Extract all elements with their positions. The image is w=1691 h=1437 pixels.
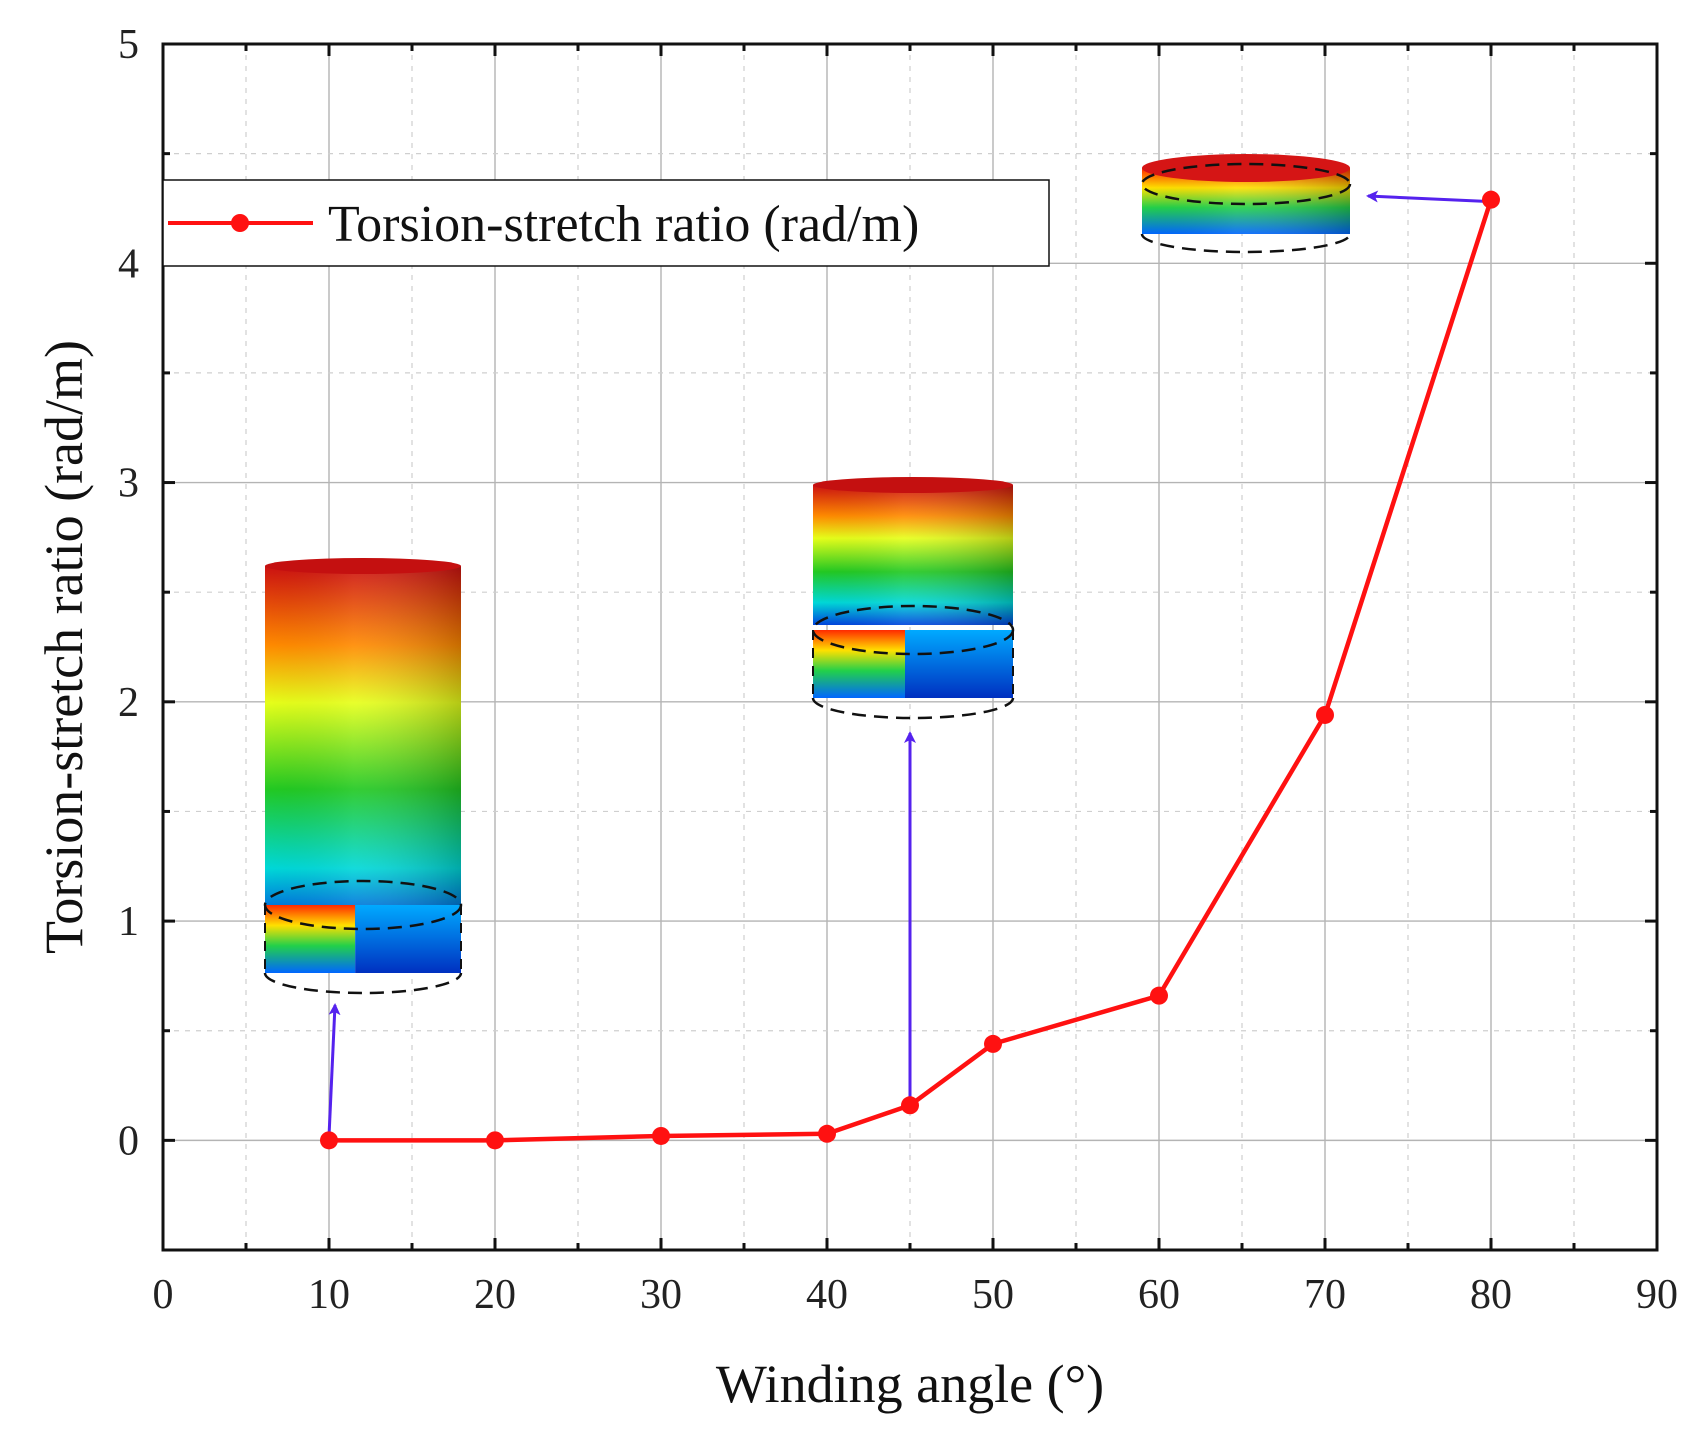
- y-axis-title: Torsion-stretch ratio (rad/m): [34, 340, 94, 954]
- x-tick-label: 0: [153, 1272, 174, 1318]
- legend-label: Torsion-stretch ratio (rad/m): [328, 196, 919, 253]
- cylinder-top: [1142, 154, 1350, 182]
- deformation-insets: [263, 154, 1352, 995]
- data-point: [1482, 190, 1500, 209]
- cylinder-shading: [813, 485, 1013, 625]
- x-tick-label: 50: [972, 1272, 1014, 1318]
- arrow-to-10: [327, 1003, 341, 1137]
- legend-marker: [231, 214, 249, 232]
- tick-labels: 0 10 20 30 40 50 60 70 80 90 0 1 2 3 4 5: [118, 22, 1678, 1318]
- y-tick-label: 3: [118, 461, 139, 507]
- y-tick-label: 4: [118, 241, 139, 287]
- x-tick-label: 90: [1636, 1272, 1678, 1318]
- x-tick-label: 80: [1470, 1272, 1512, 1318]
- annotation-arrows: [327, 190, 1492, 1137]
- cylinder-top: [265, 558, 461, 574]
- y-tick-label: 2: [118, 680, 139, 726]
- x-tick-label: 40: [806, 1272, 848, 1318]
- series-layer: [320, 190, 1500, 1150]
- data-point: [652, 1126, 670, 1145]
- cylinder-bottom-right: [355, 905, 461, 973]
- x-tick-label: 10: [308, 1272, 350, 1318]
- x-tick-label: 30: [640, 1272, 682, 1318]
- cylinder-shading: [265, 566, 461, 926]
- data-point: [1316, 705, 1334, 724]
- data-point: [320, 1131, 338, 1150]
- legend: Torsion-stretch ratio (rad/m): [162, 179, 1050, 267]
- x-tick-label: 20: [474, 1272, 516, 1318]
- cylinder-bottom-left: [813, 630, 905, 698]
- cylinder-top: [813, 477, 1013, 493]
- ticks: [161, 42, 1659, 1252]
- inset-medium-cylinder: [811, 477, 1015, 720]
- data-point: [818, 1124, 836, 1143]
- cylinder-bottom-left: [265, 905, 356, 973]
- data-point: [984, 1034, 1002, 1053]
- cylinder-base-edge: [1140, 233, 1352, 254]
- y-tick-label: 5: [118, 22, 139, 68]
- x-tick-label: 60: [1138, 1272, 1180, 1318]
- data-point: [486, 1131, 504, 1150]
- data-point: [901, 1096, 919, 1115]
- cylinder-base-edge: [263, 972, 463, 995]
- inset-flat-cylinder: [1140, 154, 1352, 254]
- data-point: [1150, 986, 1168, 1005]
- cylinder-base-edge: [811, 697, 1015, 720]
- cylinder-bottom-right: [905, 630, 1013, 698]
- x-axis-title: Winding angle (°): [716, 1354, 1104, 1414]
- y-tick-label: 1: [118, 899, 139, 945]
- arrow-to-80: [1366, 190, 1492, 204]
- inset-tall-cylinder: [263, 558, 463, 995]
- y-tick-label: 0: [118, 1118, 139, 1164]
- cylinder-ring: [1140, 162, 1352, 206]
- x-tick-label: 70: [1304, 1272, 1346, 1318]
